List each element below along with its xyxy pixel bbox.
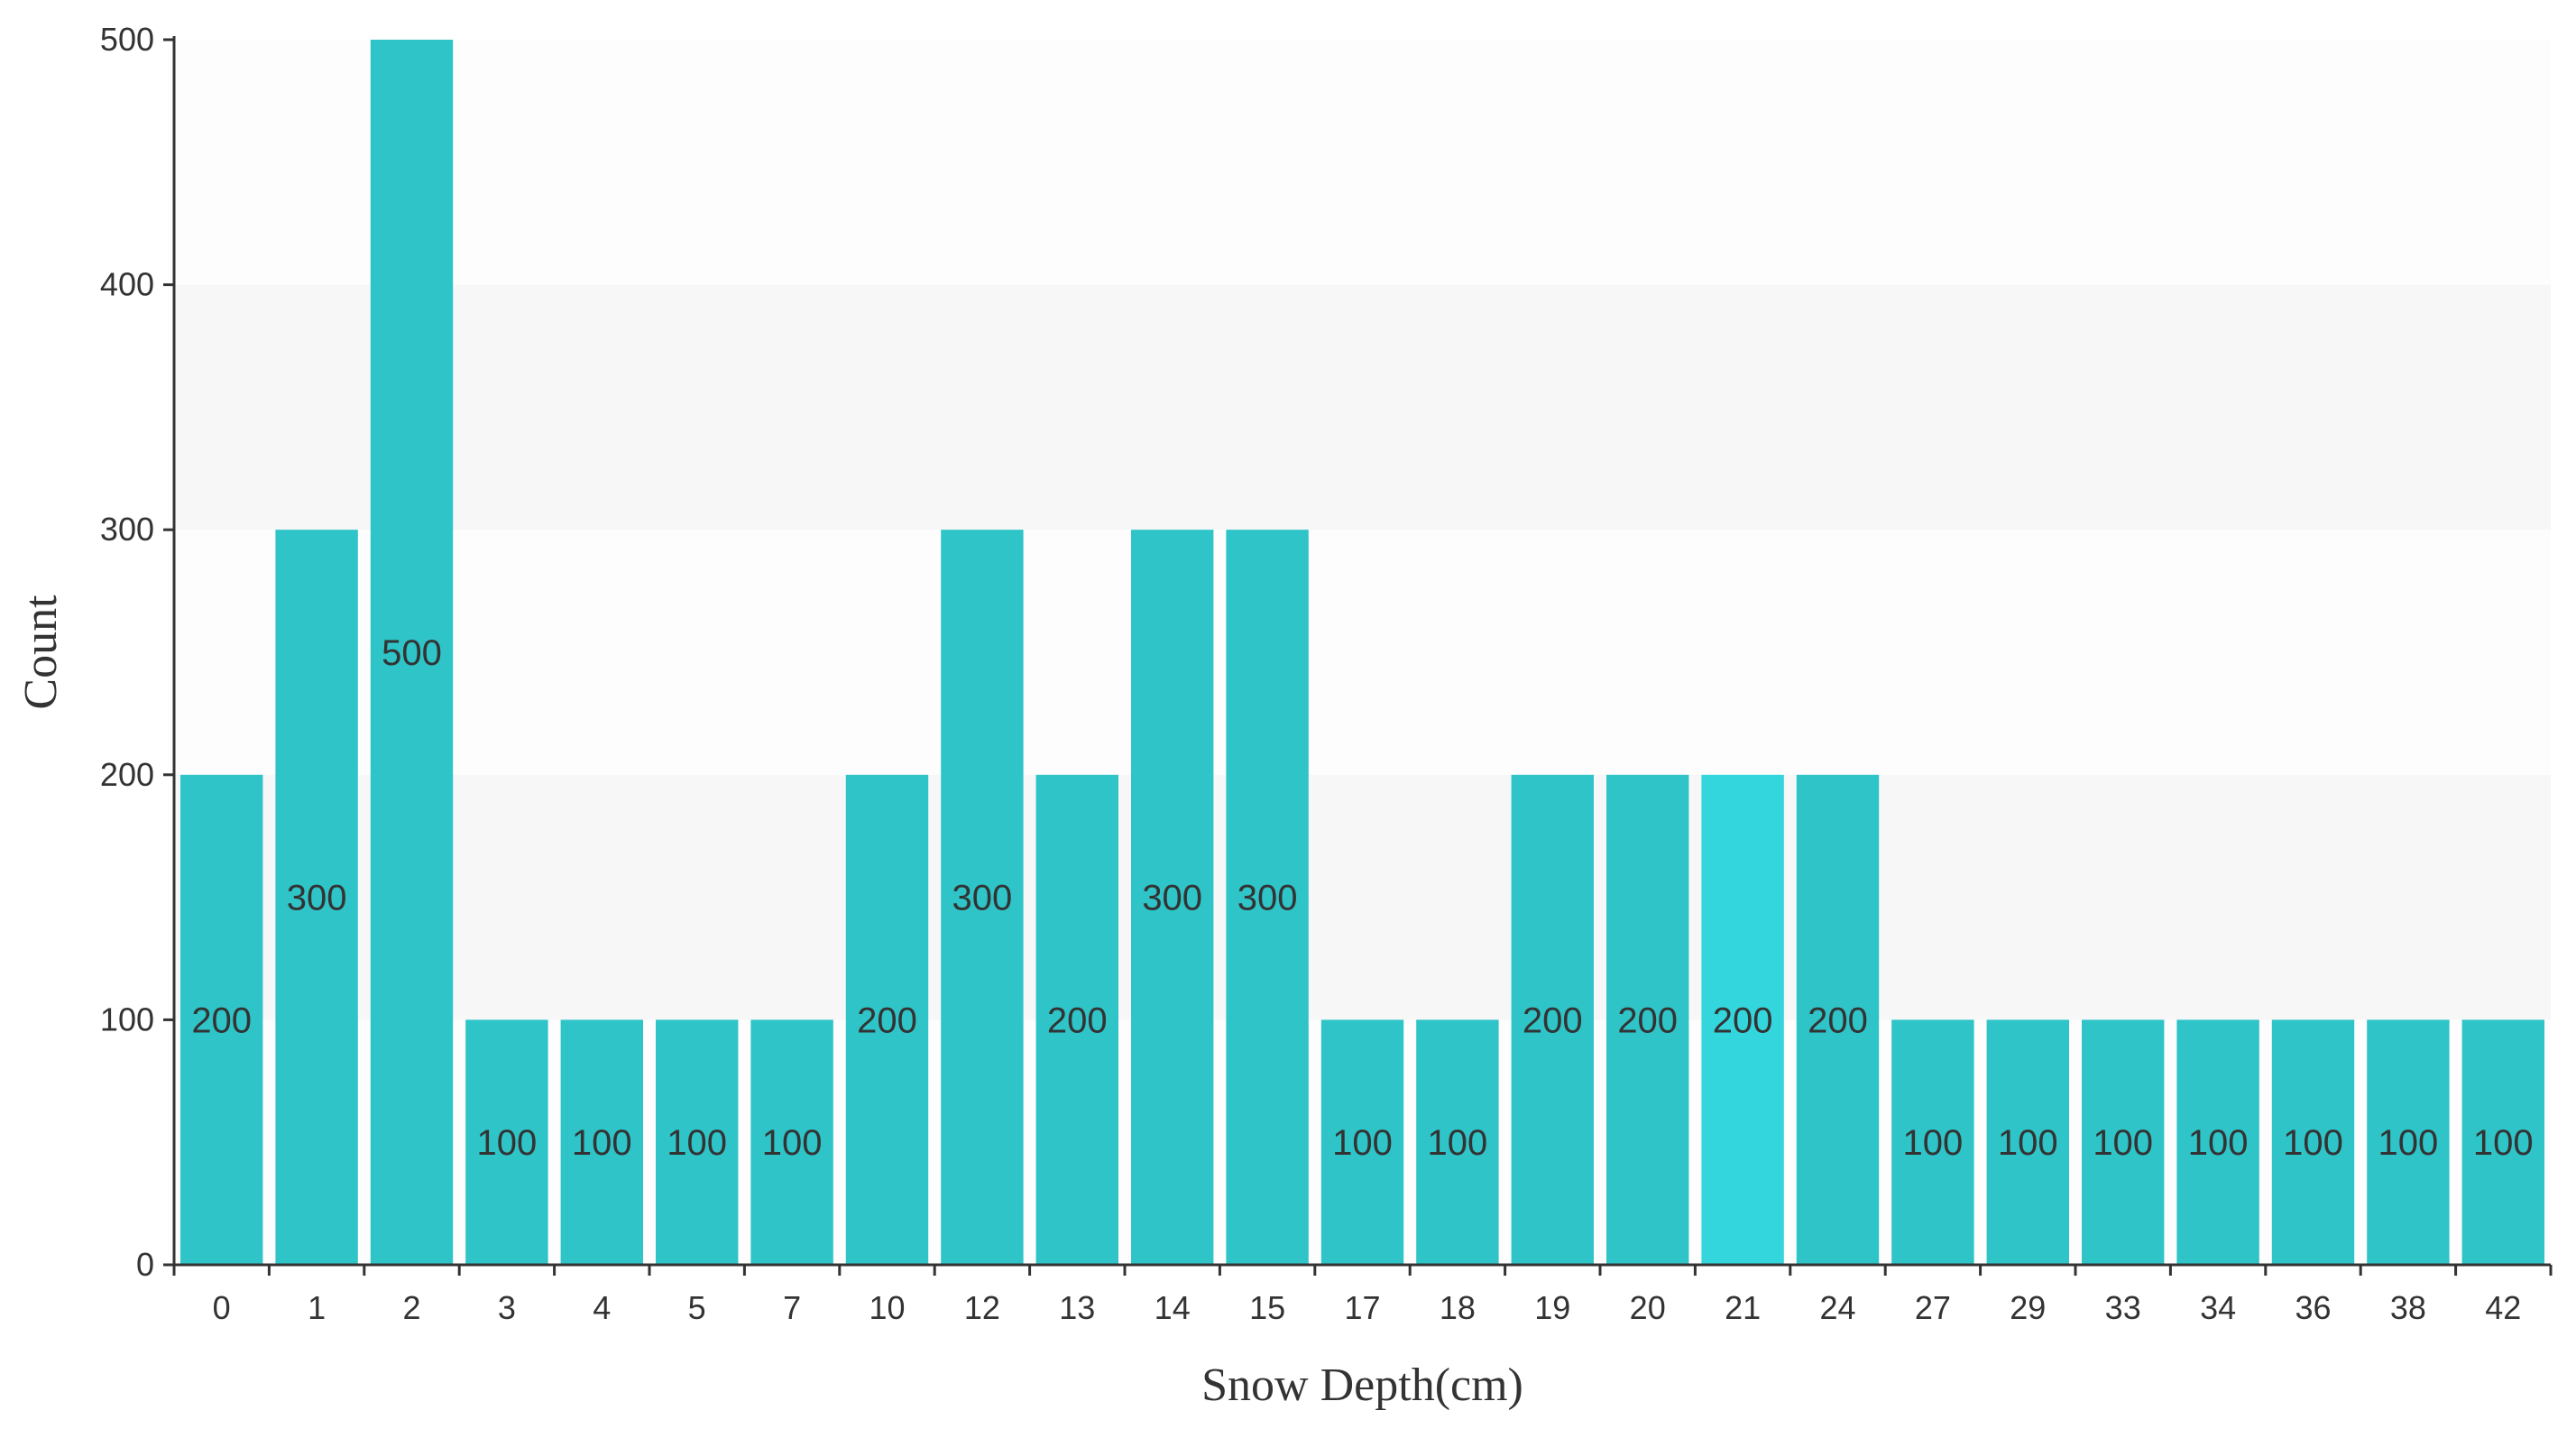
bar-value-label: 100 xyxy=(2473,1123,2534,1163)
bar xyxy=(656,1019,739,1265)
x-tick-label: 2 xyxy=(402,1289,420,1326)
x-tick-label: 17 xyxy=(1344,1289,1380,1326)
x-tick-label: 0 xyxy=(213,1289,231,1326)
bar xyxy=(465,1019,548,1265)
bar xyxy=(1796,774,1880,1265)
bar xyxy=(275,530,358,1265)
bar xyxy=(1131,530,1214,1265)
y-tick-label: 500 xyxy=(100,21,154,58)
y-ticks-group: 0 100 200 300 400 500 xyxy=(100,21,174,1283)
x-tick-label: 3 xyxy=(498,1289,516,1326)
x-tick-label: 7 xyxy=(783,1289,801,1326)
bar xyxy=(2271,1019,2355,1265)
bar-value-label: 100 xyxy=(2283,1123,2343,1163)
x-ticks-group: 0 1 2 3 4 5 7 10 12 13 14 15 17 18 19 20 21 24 27 29 33 34 36 3… xyxy=(172,1265,2553,1326)
bars-group xyxy=(180,40,2544,1265)
bar-value-label: 100 xyxy=(1903,1123,1964,1163)
x-tick-label: 15 xyxy=(1249,1289,1285,1326)
bar-value-label: 200 xyxy=(191,1000,252,1040)
x-tick-label: 38 xyxy=(2390,1289,2426,1326)
x-tick-label: 36 xyxy=(2295,1289,2331,1326)
bar-value-label: 500 xyxy=(382,633,442,673)
y-tick-label: 0 xyxy=(136,1246,154,1283)
x-tick-label: 12 xyxy=(964,1289,1000,1326)
x-tick-label: 42 xyxy=(2485,1289,2521,1326)
x-tick-label: 24 xyxy=(1819,1289,1855,1326)
bar-value-label: 100 xyxy=(1332,1123,1393,1163)
bar xyxy=(2461,1019,2544,1265)
bar xyxy=(2367,1019,2450,1265)
grid-band xyxy=(174,774,2551,1020)
bar-value-label: 100 xyxy=(2093,1123,2153,1163)
y-tick-label: 300 xyxy=(100,511,154,548)
grid-band xyxy=(174,284,2551,530)
bar xyxy=(1606,774,1689,1265)
x-tick-label: 29 xyxy=(2010,1289,2046,1326)
bar-value-label: 300 xyxy=(1237,879,1298,918)
bar-value-label: 100 xyxy=(667,1123,727,1163)
bar xyxy=(560,1019,643,1265)
x-tick-label: 13 xyxy=(1059,1289,1095,1326)
y-axis-title: Count xyxy=(15,595,67,710)
x-axis-title: Snow Depth(cm) xyxy=(1201,1360,1523,1411)
bar xyxy=(1511,774,1594,1265)
x-tick-label: 18 xyxy=(1440,1289,1476,1326)
x-tick-label: 27 xyxy=(1915,1289,1951,1326)
grid-band xyxy=(174,530,2551,775)
grid-band xyxy=(174,40,2551,285)
bar-value-label: 100 xyxy=(1998,1123,2058,1163)
x-tick-label: 10 xyxy=(869,1289,905,1326)
bar xyxy=(2176,1019,2259,1265)
bar-value-label: 100 xyxy=(1428,1123,1488,1163)
bar-value-label: 300 xyxy=(287,879,347,918)
bar xyxy=(180,774,263,1265)
x-tick-label: 5 xyxy=(688,1289,706,1326)
x-tick-label: 33 xyxy=(2105,1289,2141,1326)
bar xyxy=(370,40,454,1265)
bar-value-label: 200 xyxy=(1617,1000,1678,1040)
bar-value-label: 100 xyxy=(2378,1123,2439,1163)
y-tick-label: 100 xyxy=(100,1000,154,1037)
y-tick-label: 400 xyxy=(100,266,154,303)
bar xyxy=(1035,774,1118,1265)
bar-value-label: 200 xyxy=(1808,1000,1868,1040)
x-tick-label: 1 xyxy=(308,1289,326,1326)
bar-value-label: 100 xyxy=(762,1123,823,1163)
x-tick-label: 21 xyxy=(1725,1289,1761,1326)
bar xyxy=(2082,1019,2165,1265)
y-tick-label: 200 xyxy=(100,756,154,793)
grid-bands xyxy=(174,40,2551,1265)
bar xyxy=(845,774,929,1265)
bar xyxy=(941,530,1024,1265)
bar-value-label: 200 xyxy=(1047,1000,1108,1040)
bar-value-label: 100 xyxy=(572,1123,632,1163)
bar xyxy=(1891,1019,1974,1265)
bar xyxy=(1226,530,1309,1265)
x-tick-label: 34 xyxy=(2200,1289,2236,1326)
bar-value-label: 200 xyxy=(1713,1000,1773,1040)
bar xyxy=(1320,1019,1404,1265)
x-tick-label: 19 xyxy=(1534,1289,1570,1326)
x-tick-label: 4 xyxy=(593,1289,611,1326)
bar xyxy=(1416,1019,1499,1265)
bar-value-label: 100 xyxy=(2188,1123,2249,1163)
bar-value-label: 300 xyxy=(1142,879,1202,918)
bar xyxy=(1701,774,1784,1265)
bar xyxy=(750,1019,833,1265)
bar-value-label: 100 xyxy=(477,1123,538,1163)
x-tick-label: 20 xyxy=(1630,1289,1666,1326)
bar-labels-group: 200 300 500 100 100 100 100 200 300 200 300 300 100 1… xyxy=(191,633,2533,1163)
x-tick-label: 14 xyxy=(1155,1289,1191,1326)
bar xyxy=(1986,1019,2069,1265)
bar-value-label: 200 xyxy=(857,1000,917,1040)
bar-value-label: 200 xyxy=(1523,1000,1583,1040)
axes-group xyxy=(163,36,2551,1270)
bar-value-label: 300 xyxy=(952,879,1013,918)
